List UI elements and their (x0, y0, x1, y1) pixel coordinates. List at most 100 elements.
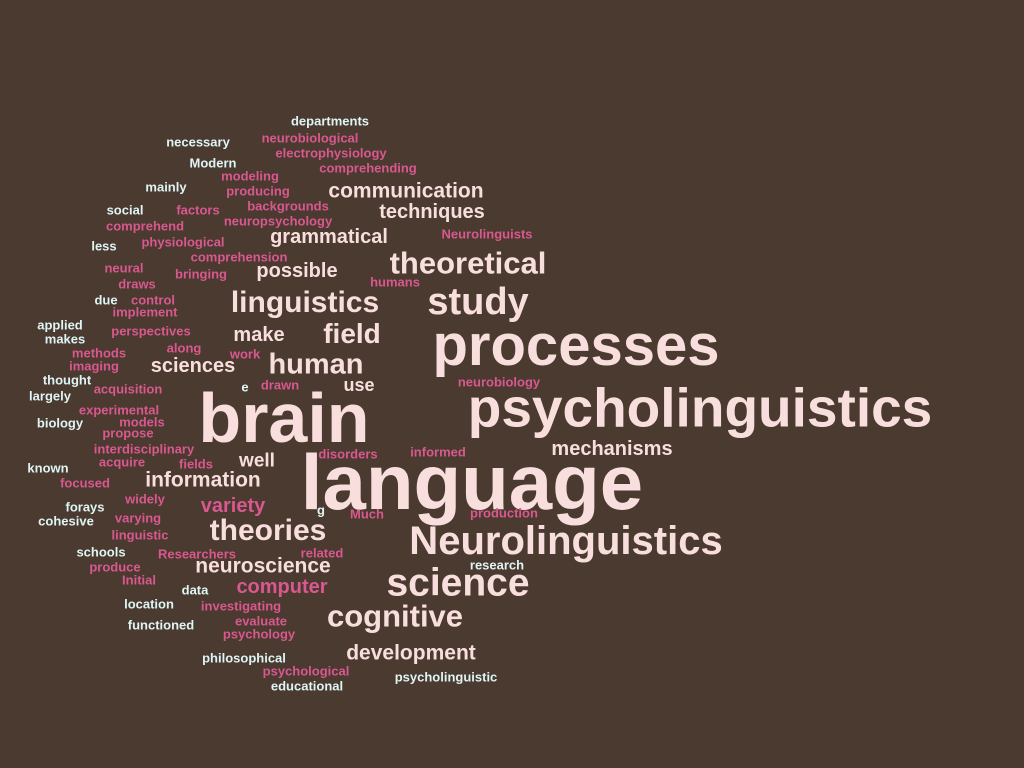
word-cloud-word: language (300, 438, 644, 526)
word-cloud-word: Neurolinguists (441, 226, 533, 242)
word-cloud-word: interdisciplinary (93, 441, 195, 457)
word-cloud-word: work (229, 346, 261, 362)
word-cloud-word: functioned (127, 617, 195, 633)
word-cloud-word: theoretical (389, 245, 547, 281)
word-cloud-word: largely (29, 388, 71, 404)
word-cloud-word: theories (209, 514, 327, 547)
word-cloud-word: g (317, 502, 325, 518)
word-cloud-word: modeling (221, 168, 279, 184)
word-cloud-word: fields (179, 456, 213, 472)
word-cloud-word: production (470, 505, 538, 521)
word-cloud-word: humans (370, 274, 420, 290)
word-cloud-word: thought (42, 372, 92, 388)
word-cloud-word: grammatical (270, 226, 388, 248)
word-cloud-word: linguistic (111, 527, 169, 543)
word-cloud-word: related (300, 545, 344, 561)
word-cloud-word: psycholinguistic (394, 669, 498, 685)
word-cloud-word: factors (176, 202, 220, 218)
word-cloud-word: acquisition (93, 381, 163, 397)
word-cloud-word: Neurolinguistics (409, 519, 723, 563)
word-cloud-word: computer (236, 576, 328, 598)
word-cloud-word: human (268, 348, 364, 381)
word-cloud-word: applied (37, 317, 83, 333)
word-cloud-word: social (106, 202, 144, 218)
word-cloud-word: informed (410, 444, 466, 460)
word-cloud-word: comprehend (105, 218, 185, 234)
word-cloud-word: brain (198, 379, 370, 457)
word-cloud-word: focused (60, 475, 110, 491)
word-cloud-word: cognitive (326, 598, 464, 634)
word-cloud-word: psychology (222, 626, 296, 642)
word-cloud-word: make (233, 324, 285, 346)
word-cloud-word: e (241, 379, 249, 395)
word-cloud-word: neuropsychology (223, 213, 333, 229)
word-cloud-word: perspectives (111, 323, 191, 339)
word-cloud-word: known (27, 460, 69, 476)
word-cloud-word: techniques (379, 201, 485, 223)
word-cloud-word: varying (114, 510, 162, 526)
word-cloud-word: mechanisms (551, 438, 673, 460)
word-cloud-word: schools (76, 544, 126, 560)
word-cloud-word: research (469, 557, 525, 573)
word-cloud-word: data (181, 582, 209, 598)
word-cloud-word: comprehension (190, 249, 288, 265)
word-cloud-word: forays (65, 499, 105, 515)
word-cloud-word: educational (270, 678, 344, 694)
word-cloud-word: location (124, 596, 174, 612)
word-cloud-word: control (130, 292, 176, 308)
word-cloud-word: disorders (318, 446, 378, 462)
word-cloud-word: widely (125, 491, 165, 507)
word-cloud-word: due (94, 292, 118, 308)
word-cloud-word: sciences (150, 355, 236, 377)
word-cloud-word: producing (226, 183, 290, 199)
word-cloud-word: evaluate (234, 613, 288, 629)
word-cloud-word: study (427, 281, 529, 323)
word-cloud-word: acquire (98, 454, 146, 470)
word-cloud-word: Initial (122, 572, 156, 588)
word-cloud-word: mainly (145, 179, 187, 195)
word-cloud-word: neural (104, 260, 144, 276)
word-cloud-word: communication (328, 179, 484, 203)
word-cloud-word: less (91, 238, 117, 254)
word-cloud-word: Modern (189, 155, 237, 171)
word-cloud-word: linguistics (230, 286, 380, 319)
word-cloud-word: science (386, 561, 530, 605)
word-cloud-word: imaging (69, 358, 119, 374)
word-cloud-word: produce (89, 559, 141, 575)
word-cloud-word: psycholinguistics (467, 376, 933, 439)
word-cloud-word: propose (102, 425, 154, 441)
word-cloud-word: along (166, 340, 202, 356)
word-cloud-word: makes (44, 331, 86, 347)
word-cloud-word: information (145, 468, 261, 492)
word-cloud-word: possible (256, 260, 338, 282)
word-cloud-word: draws (118, 276, 156, 292)
word-cloud-word: philosophical (202, 650, 286, 666)
word-cloud-word: bringing (175, 266, 227, 282)
word-cloud-word: backgrounds (247, 198, 329, 214)
word-cloud-word: models (119, 414, 165, 430)
word-cloud-word: methods (71, 345, 127, 361)
word-cloud-word: comprehending (319, 160, 417, 176)
word-cloud-word: implement (112, 304, 178, 320)
word-cloud-word: departments (290, 113, 370, 129)
word-cloud-word: Much (350, 506, 384, 522)
word-cloud-word: electrophysiology (275, 145, 387, 161)
word-cloud-word: biology (36, 415, 84, 431)
word-cloud-word: investigating (200, 598, 282, 614)
word-cloud-word: drawn (260, 377, 300, 393)
word-cloud-word: cohesive (38, 513, 94, 529)
word-cloud-word: processes (432, 313, 720, 378)
word-cloud-word: well (239, 450, 275, 472)
word-cloud-word: use (343, 375, 375, 395)
word-cloud-word: variety (200, 495, 266, 517)
word-cloud-word: field (323, 318, 381, 349)
word-cloud-word: experimental (78, 402, 160, 418)
word-cloud-word: development (346, 641, 476, 665)
word-cloud-word: Researchers (157, 546, 237, 562)
word-cloud-word: physiological (141, 234, 225, 250)
word-cloud-word: neurobiological (261, 130, 359, 146)
word-cloud-word: neurobiology (457, 374, 541, 390)
word-cloud-word: neuroscience (195, 554, 331, 578)
word-cloud-word: psychological (262, 663, 350, 679)
